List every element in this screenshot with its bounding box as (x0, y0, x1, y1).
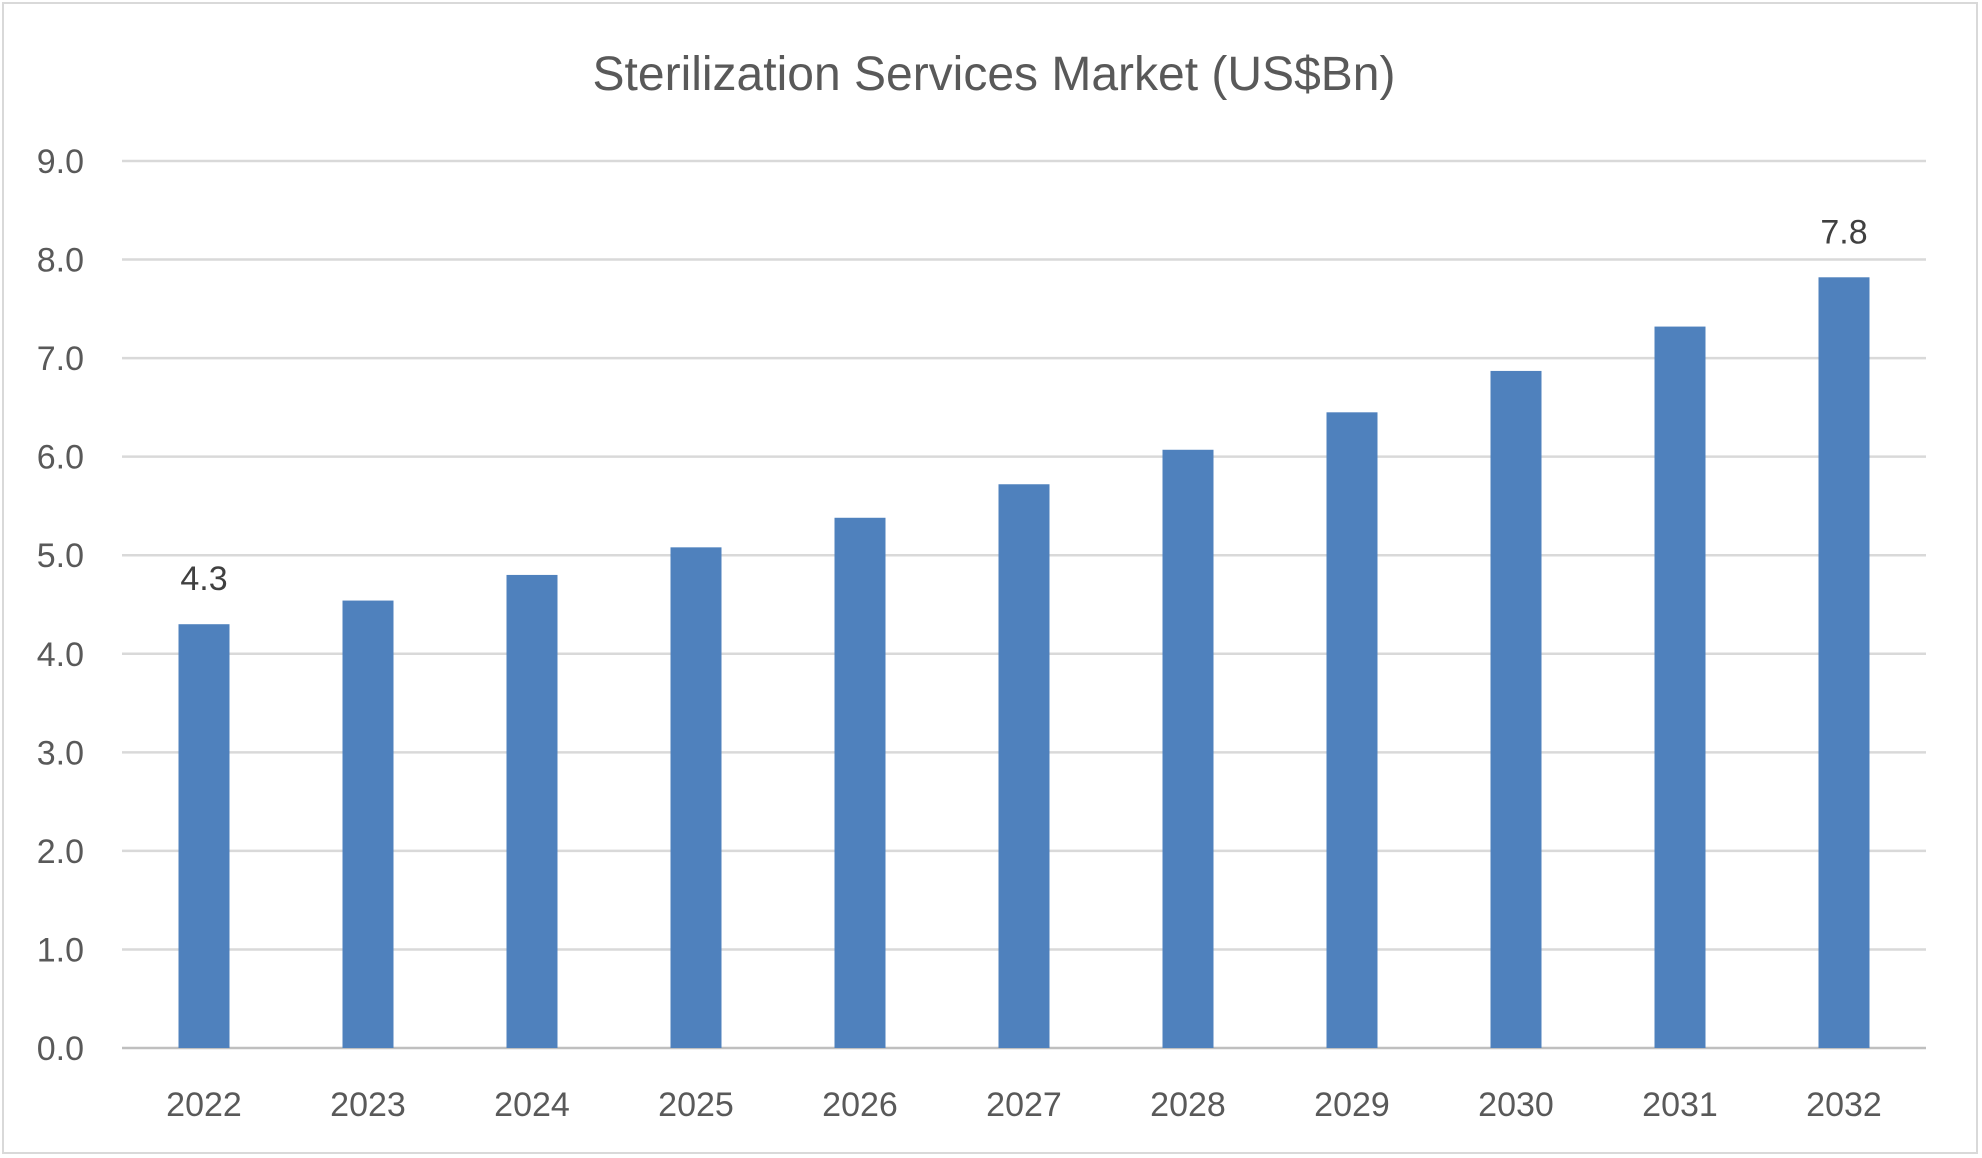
x-tick-label: 2032 (1806, 1086, 1882, 1124)
bar-2029 (1326, 412, 1378, 1049)
x-tick-label: 2029 (1314, 1086, 1390, 1124)
bar-2032 (1818, 277, 1870, 1049)
data-label: 7.8 (1820, 213, 1867, 251)
y-tick-label: 3.0 (37, 734, 84, 772)
bars (178, 277, 1870, 1049)
y-tick-label: 0.0 (37, 1030, 84, 1068)
y-tick-label: 6.0 (37, 439, 84, 477)
y-tick-label: 2.0 (37, 833, 84, 871)
chart-title: Sterilization Services Market (US$Bn) (593, 48, 1396, 101)
y-tick-label: 1.0 (37, 931, 84, 969)
bar-2027 (998, 484, 1050, 1048)
bar-2028 (1162, 449, 1214, 1048)
y-tick-label: 4.0 (37, 636, 84, 674)
y-tick-label: 8.0 (37, 242, 84, 280)
bar-2022 (178, 624, 230, 1048)
y-tick-label: 5.0 (37, 537, 84, 575)
x-tick-label: 2023 (330, 1086, 406, 1124)
x-tick-label: 2030 (1478, 1086, 1554, 1124)
bar-2026 (834, 517, 886, 1048)
x-axis-tick-labels: 2022 2023 2024 2025 2026 2027 2028 2029 2030 2031… (166, 1086, 1882, 1124)
x-tick-label: 2026 (822, 1086, 898, 1124)
x-tick-label: 2027 (986, 1086, 1062, 1124)
x-tick-label: 2031 (1642, 1086, 1718, 1124)
y-tick-label: 7.0 (37, 340, 84, 378)
bar-2031 (1654, 326, 1706, 1048)
y-tick-label: 9.0 (37, 143, 84, 181)
data-labels: 4.3 7.8 (180, 213, 1867, 598)
data-label: 4.3 (180, 560, 227, 598)
bar-2025 (670, 547, 722, 1048)
y-axis-tick-labels: 0.0 1.0 2.0 3.0 4.0 5.0 6.0 7.0 8.0 9.0 (37, 143, 84, 1068)
x-tick-label: 2022 (166, 1086, 242, 1124)
x-tick-label: 2028 (1150, 1086, 1226, 1124)
bar-2023 (342, 600, 394, 1048)
bar-2024 (506, 574, 558, 1048)
x-tick-label: 2025 (658, 1086, 734, 1124)
bar-2030 (1490, 370, 1542, 1048)
x-tick-label: 2024 (494, 1086, 570, 1124)
bar-chart: Sterilization Services Market (US$Bn) 0.… (37, 48, 1926, 1124)
